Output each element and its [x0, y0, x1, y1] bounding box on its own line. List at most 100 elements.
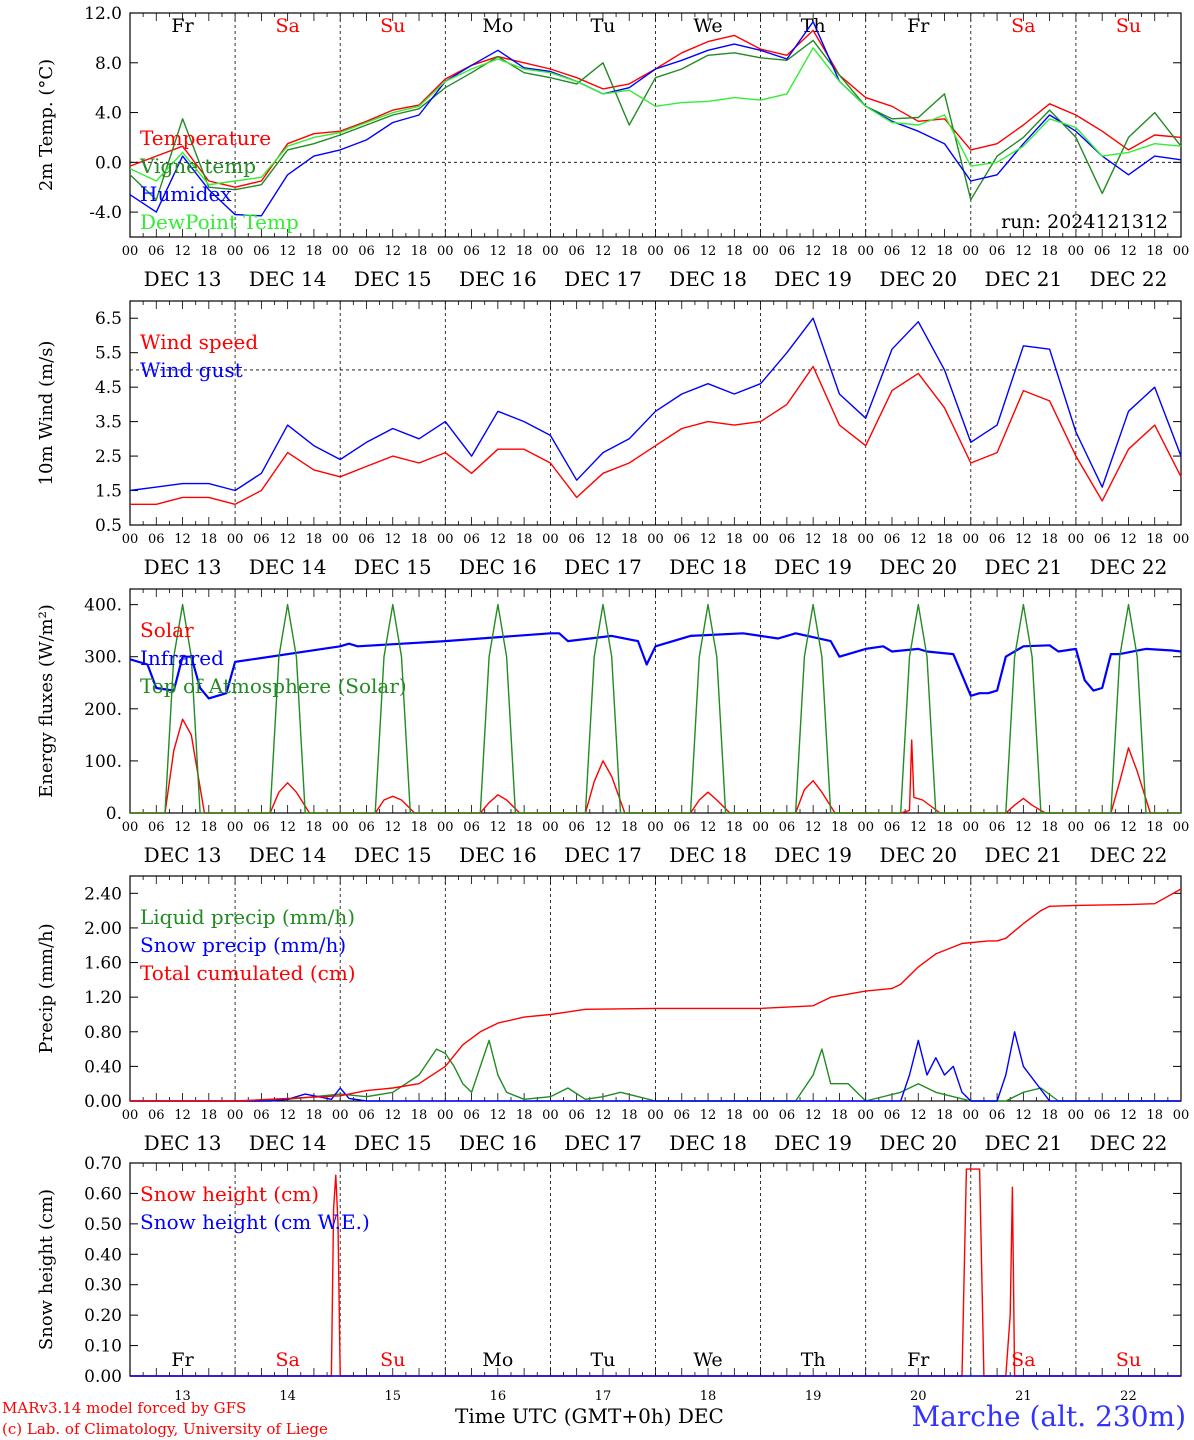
hour-tick-label: 06: [253, 820, 270, 835]
hour-tick-label: 00: [1068, 1108, 1085, 1123]
hour-tick-label: 06: [358, 532, 375, 547]
hour-tick-label: 18: [936, 244, 953, 259]
hour-tick-label: 12: [279, 820, 296, 835]
hour-tick-label: 18: [831, 244, 848, 259]
hour-tick-label: 00: [857, 532, 874, 547]
hour-tick-label: 00: [752, 1108, 769, 1123]
date-label: DEC 21: [984, 555, 1062, 579]
y-tick-label: 0.0: [95, 153, 122, 173]
weekday-label: Mo: [482, 1349, 513, 1371]
date-label: DEC 21: [984, 843, 1062, 867]
hour-tick-label: 18: [621, 532, 638, 547]
hour-tick-label: 00: [963, 244, 980, 259]
run-label: run: 2024121312: [1001, 211, 1168, 233]
day-number-label: 16: [490, 1389, 507, 1404]
date-label: DEC 19: [774, 555, 852, 579]
day-number-label: 20: [910, 1389, 927, 1404]
hour-tick-label: 18: [1041, 244, 1058, 259]
y-tick-label: 0.40: [84, 1245, 122, 1265]
hour-tick-label: 06: [884, 1108, 901, 1123]
hour-tick-label: 18: [306, 820, 323, 835]
date-label: DEC 18: [669, 555, 747, 579]
hour-tick-label: 12: [1120, 532, 1137, 547]
hour-tick-label: 06: [989, 1108, 1006, 1123]
weekday-label: We: [693, 1349, 722, 1371]
date-label: DEC 14: [249, 555, 327, 579]
hour-tick-label: 00: [332, 532, 349, 547]
hour-tick-label: 00: [122, 532, 139, 547]
weekday-label: Th: [801, 1349, 826, 1371]
y-tick-label: 300.: [84, 648, 122, 668]
y-tick-label: 2.5: [95, 447, 122, 467]
date-label: DEC 16: [459, 1131, 537, 1155]
weekday-label: Sa: [1011, 15, 1035, 37]
legend-entry: Humidex: [140, 182, 232, 206]
hour-tick-label: 06: [674, 1108, 691, 1123]
hour-tick-label: 18: [726, 244, 743, 259]
hour-tick-label: 12: [595, 820, 612, 835]
hour-tick-label: 12: [805, 532, 822, 547]
hour-tick-label: 06: [779, 244, 796, 259]
hour-tick-label: 06: [1094, 820, 1111, 835]
hour-tick-label: 06: [358, 1108, 375, 1123]
hour-tick-label: 12: [805, 1108, 822, 1123]
day-number-label: 17: [595, 1389, 612, 1404]
hour-tick-label: 18: [936, 820, 953, 835]
hour-tick-label: 06: [884, 532, 901, 547]
series-line: [129, 39, 1182, 201]
hour-tick-label: 18: [516, 532, 533, 547]
time-axis-label: Time UTC (GMT+0h) DEC: [455, 1404, 724, 1428]
hour-tick-label: 00: [1173, 1108, 1190, 1123]
hour-tick-label: 00: [332, 820, 349, 835]
day-number-label: 13: [174, 1389, 191, 1404]
date-label: DEC 13: [144, 555, 222, 579]
hour-tick-label: 00: [437, 820, 454, 835]
weekday-label: Mo: [482, 15, 513, 37]
hour-tick-label: 18: [411, 820, 428, 835]
y-tick-label: 0.30: [84, 1276, 122, 1296]
y-tick-label: 400.: [84, 596, 122, 616]
series-line: [130, 1031, 1181, 1102]
day-number-label: 19: [805, 1389, 822, 1404]
date-label: DEC 19: [774, 1131, 852, 1155]
hour-tick-label: 12: [384, 244, 401, 259]
y-tick-label: 5.5: [95, 344, 122, 364]
date-label: DEC 16: [459, 555, 537, 579]
date-label: DEC 17: [564, 267, 642, 291]
weekday-label: Su: [1116, 15, 1141, 37]
hour-tick-label: 12: [174, 244, 191, 259]
hour-tick-label: 18: [1146, 244, 1163, 259]
hour-tick-label: 12: [1120, 820, 1137, 835]
y-tick-label: 0.50: [84, 1215, 122, 1235]
hour-tick-label: 18: [726, 1108, 743, 1123]
hour-tick-label: 00: [1173, 532, 1190, 547]
hour-tick-label: 06: [1094, 244, 1111, 259]
hour-tick-label: 00: [963, 1108, 980, 1123]
day-number-label: 18: [700, 1389, 717, 1404]
y-axis-label: 10m Wind (m/s): [36, 341, 57, 486]
y-axis-label: Energy fluxes (W/m²): [36, 604, 57, 798]
date-label: DEC 18: [669, 843, 747, 867]
y-tick-label: 2.40: [84, 884, 122, 904]
date-label: DEC 22: [1090, 843, 1168, 867]
hour-tick-label: 12: [700, 244, 717, 259]
hour-tick-label: 12: [279, 244, 296, 259]
hour-tick-label: 06: [568, 1108, 585, 1123]
hour-tick-label: 00: [227, 532, 244, 547]
hour-tick-label: 12: [1120, 244, 1137, 259]
y-tick-label: 1.20: [84, 988, 122, 1008]
hour-tick-label: 18: [306, 532, 323, 547]
hour-tick-label: 06: [989, 532, 1006, 547]
hour-tick-label: 18: [621, 820, 638, 835]
hour-tick-label: 12: [279, 1108, 296, 1123]
hour-tick-label: 12: [174, 820, 191, 835]
hour-tick-label: 12: [490, 244, 507, 259]
y-tick-label: 8.0: [95, 54, 122, 74]
hour-tick-label: 18: [936, 1108, 953, 1123]
weekday-label: Sa: [1011, 1349, 1035, 1371]
hour-tick-label: 06: [463, 244, 480, 259]
date-label: DEC 14: [249, 843, 327, 867]
hour-tick-label: 00: [1173, 244, 1190, 259]
hour-tick-label: 00: [752, 820, 769, 835]
day-number-label: 14: [279, 1389, 296, 1404]
